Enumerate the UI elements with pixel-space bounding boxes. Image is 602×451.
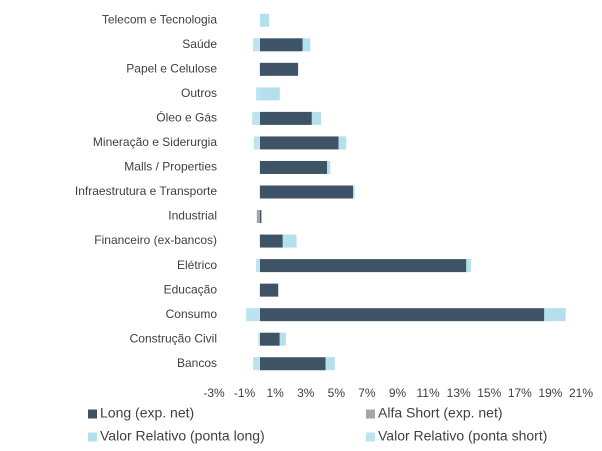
y-tick-label: Industrial [168,209,217,223]
y-tick-label: Infraestrutura e Transporte [75,184,217,198]
bar-segment [259,13,270,27]
bar-segment [259,62,299,76]
legend-swatch [366,432,375,442]
x-tick-label: 7% [358,386,376,400]
x-tick-label: 9% [389,386,407,400]
y-tick-label: Saúde [182,37,217,51]
bar-segment [259,136,339,150]
bar-segment [246,308,260,322]
bar-segment [302,38,311,52]
y-tick-label: Educação [164,282,218,296]
legend-swatch [88,432,97,442]
bar-segment [259,210,262,224]
bar-segment [325,357,335,371]
y-tick-label: Outros [181,86,217,100]
y-tick-label: Telecom e Tecnologia [102,12,218,26]
x-tick-label: 17% [508,386,532,400]
bar-segment [282,234,297,248]
bar-segment [259,332,280,346]
x-tick-label: 1% [266,386,284,400]
bar-segment [258,332,260,346]
bar-segment [259,283,279,297]
legend-label: Valor Relativo (ponta long) [100,428,265,444]
x-tick-label: 5% [328,386,346,400]
bar-segment [252,111,260,125]
y-tick-label: Construção Civil [130,331,217,345]
bar-segment [259,234,283,248]
bar-segment [259,160,328,174]
legend-label: Long (exp. net) [100,405,194,421]
x-tick-label: 15% [477,386,501,400]
x-tick-label: 19% [538,386,562,400]
x-tick-label: 11% [417,386,440,400]
x-tick-label: -1% [234,386,256,400]
bar-segment [259,111,312,125]
bar-segment [256,87,260,101]
bar-segment [252,357,260,371]
bar-segment [338,136,347,150]
bar-segment [256,259,260,273]
bar-segment [544,308,566,322]
x-tick-label: -3% [203,386,225,400]
legend-swatch [88,409,97,419]
y-tick-label: Consumo [166,307,218,321]
bar-segment [259,185,354,199]
y-tick-label: Malls / Properties [124,160,217,174]
y-tick-label: Bancos [177,356,217,370]
legend-label: Valor Relativo (ponta short) [378,428,547,444]
bar-segment [259,357,326,371]
y-tick-label: Mineração e Siderurgia [93,135,217,149]
bar-segment [259,259,467,273]
x-tick-label: 3% [297,386,315,400]
bar-segment [327,160,331,174]
bar-segment [256,210,260,224]
y-tick-label: Financeiro (ex-bancos) [94,233,217,247]
bar-segment [259,308,545,322]
y-tick-label: Óleo e Gás [156,110,217,125]
bar-segment [279,332,286,346]
legend-swatch [366,409,375,419]
bar-segment [311,111,322,125]
legend-label: Alfa Short (exp. net) [378,405,503,421]
bar-segment [259,38,303,52]
bar-segment [259,87,280,101]
bar-segment [253,136,260,150]
bar-segment [466,259,471,273]
y-tick-label: Elétrico [177,258,217,272]
x-tick-label: 13% [447,386,471,400]
y-tick-label: Papel e Celulose [126,62,217,76]
x-tick-label: 21% [569,386,593,400]
bar-segment [353,185,355,199]
bar-segment [252,38,260,52]
